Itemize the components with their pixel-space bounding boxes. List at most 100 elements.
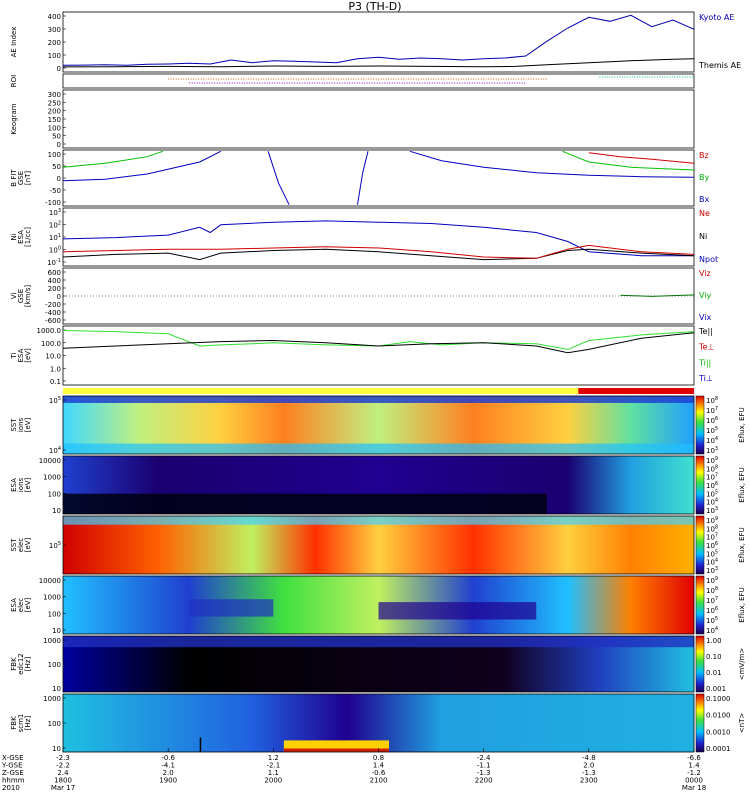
ytick-ae: 200 [48, 39, 61, 47]
colorbar-tick-esa-elec: 105 [706, 616, 718, 625]
ytick-vi: 200 [48, 285, 61, 293]
ylabel-esa-ion: [eV] [24, 477, 32, 492]
ytick-vi: -600 [45, 317, 61, 325]
spectrogram-band [283, 740, 390, 752]
ylabel-ae: AE Index [10, 27, 18, 58]
panel-roi: ROI [10, 73, 695, 89]
series-line-vi-0 [620, 294, 695, 297]
panel-esa-ion: ESA ions [eV] 10000 1000 100 10 109108107106105… [10, 455, 746, 515]
legend-vi: Vix [699, 313, 712, 322]
xaxis-row-label: Y-GSE [1, 762, 23, 770]
ytick-sst-ion: 104 [49, 446, 61, 455]
ytick-ni: 103 [49, 208, 61, 217]
colorbar-tick-esa-elec: 106 [706, 606, 718, 615]
colorbar-tick-sst-ion: 106 [706, 416, 718, 425]
ytick-fbk-b: 1000 [43, 695, 61, 703]
colorbar-tick-sst-elec: 109 [706, 516, 718, 525]
colorbar-tick-sst-elec: 105 [706, 549, 718, 558]
colorbar-fbk-b [695, 693, 705, 753]
ylabel-vi: [km/s] [24, 285, 32, 308]
xtick-time: 1800 [54, 777, 72, 785]
series-line-bfit-3 [357, 151, 369, 205]
legend-ti: Ti⊥ [698, 374, 713, 383]
ytick-ti: 1000.0 [37, 327, 62, 335]
xtick-time: 2300 [580, 777, 598, 785]
ylabel-keogram: Keogram [10, 103, 18, 134]
colorbar-esa-ion [695, 455, 705, 515]
ylabel-sst-elec: elec [17, 538, 25, 553]
colorbar-label-fbk-b: <nT> [738, 713, 746, 734]
xtick-coord: 1.4 [688, 762, 700, 770]
series-line-ni-1 [62, 248, 695, 261]
spectrogram-band [63, 636, 694, 648]
xtick-time: 2000 [264, 777, 282, 785]
legend-ti: Ti|| [698, 358, 711, 367]
ytick-sst-elec: 105 [49, 541, 61, 550]
ylabel-sst-ion: ions [17, 417, 25, 432]
series-line-bfit-5 [562, 150, 695, 171]
legend-vi: Viz [699, 269, 711, 278]
ytick-esa-elec: 100 [48, 610, 61, 618]
status-bar [63, 388, 694, 394]
ytick-vi: -400 [45, 309, 61, 317]
xtick-coord: -0.6 [161, 754, 175, 762]
ylabel-ti: [eV] [24, 348, 32, 363]
xtick-coord: -1.2 [687, 769, 701, 777]
ylabel-sst-ion: SST [10, 418, 18, 432]
ylabel-esa-ion: ions [17, 477, 25, 492]
series-line-ti-1 [62, 332, 695, 354]
colorbar-label-sst-ion: Eflux, EFU [738, 407, 746, 442]
ytick-ti: 10.0 [45, 353, 61, 361]
panel-fbk-e: FBK edc12 [Hz] 1000 100 10 1.00 0.10 0.01 0.001 <m… [10, 635, 746, 693]
panel-bfit: B FIT GSE [nT] 100 50 0 -50 -100 Bz By Bx [10, 149, 709, 207]
panel-fbk-b: FBK scm1 [Hz] 1000 100 10 0.1000 0.0100 0.0010 0.… [10, 693, 746, 753]
ylabel-ni: Ni [10, 233, 18, 240]
ylabel-fbk-e: edc12 [17, 653, 25, 675]
colorbar-tick-sst-elec: 107 [706, 533, 718, 542]
xtick-coord: -1.3 [477, 769, 491, 777]
colorbar-tick-esa-elec: 104 [706, 626, 718, 635]
ylabel-vi: Vi [10, 293, 18, 300]
ylabel-fbk-e: [Hz] [24, 657, 32, 672]
ylabel-fbk-e: FBK [10, 657, 18, 671]
colorbar-tick-sst-elec: 103 [706, 566, 718, 575]
xtick-coord: 1.1 [268, 769, 279, 777]
legend-bfit: Bx [699, 195, 709, 204]
spectrogram-band [63, 493, 547, 514]
colorbar-tick-esa-elec: 107 [706, 596, 718, 605]
ylabel-bfit: B FIT [10, 169, 18, 187]
ytick-vi: 600 [48, 269, 61, 277]
xtick-coord: -2.2 [56, 762, 70, 770]
colorbar-sst-elec [695, 515, 705, 575]
ytick-vi: 0 [57, 293, 61, 301]
ylabel-esa-elec: [eV] [24, 597, 32, 612]
xtick-date: Mar 18 [682, 784, 706, 792]
legend-ni: Ne [699, 209, 710, 218]
xtick-coord: 2.4 [57, 769, 69, 777]
panel-esa-elec: ESA elec [eV] 10000 1000 100 10 109108107106105… [10, 575, 746, 635]
xtick-coord: 2.0 [163, 769, 174, 777]
series-line-ti-0 [62, 330, 695, 350]
series-line-bfit-0 [62, 150, 164, 168]
xtick-coord: -2.1 [266, 762, 280, 770]
colorbar-tick-esa-elec: 109 [706, 576, 718, 585]
ytick-esa-elec: 10 [52, 627, 61, 635]
colorbar-label-esa-ion: Eflux, EFU [738, 467, 746, 502]
xtick-coord: -4.1 [161, 762, 175, 770]
ytick-keogram: 100 [48, 124, 61, 132]
colorbar-tick-esa-ion: 103 [706, 506, 718, 515]
xaxis-row-label: 2010 [2, 784, 20, 792]
ytick-ni: 102 [49, 221, 61, 230]
series-line-bfit-2 [267, 151, 290, 205]
ytick-keogram: 300 [48, 91, 61, 99]
ytick-fbk-e: 1000 [43, 637, 61, 645]
colorbar-tick-esa-ion: 109 [706, 456, 718, 465]
series-line-ae-1 [62, 58, 695, 68]
xtick-coord: 2.0 [583, 762, 594, 770]
ylabel-bfit: [nT] [24, 171, 32, 185]
xtick-coord: -1.3 [582, 769, 596, 777]
series-line-bfit-6 [588, 152, 695, 164]
ylabel-ni: ESA [17, 230, 25, 244]
ytick-esa-ion: 100 [48, 490, 61, 498]
ytick-keogram: 0 [57, 141, 61, 149]
